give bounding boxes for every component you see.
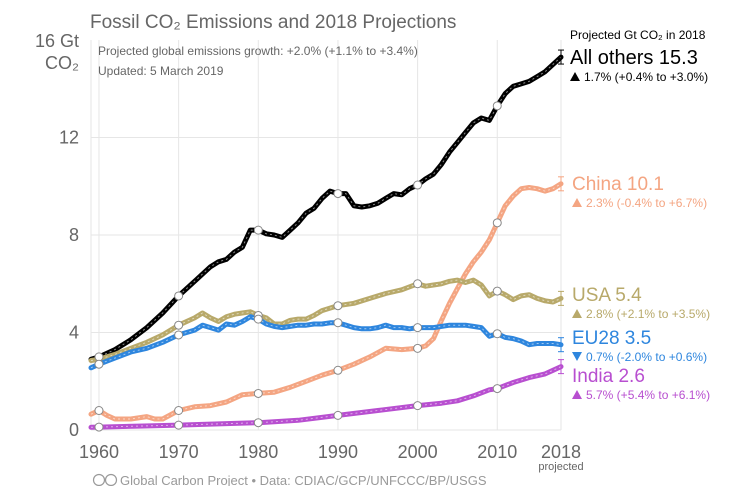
series-labels: All others 15.31.7% (+0.4% to +3.0%) Chin… bbox=[570, 47, 710, 402]
data-point-marker bbox=[333, 318, 343, 328]
data-point-marker bbox=[94, 422, 104, 432]
series-growth-label: 1.7% (+0.4% to +3.0%) bbox=[584, 70, 708, 84]
x-tick-label: 1960 bbox=[79, 442, 119, 462]
series-line bbox=[88, 54, 564, 362]
series-line-highlight bbox=[90, 366, 562, 428]
series-line-highlight bbox=[90, 183, 562, 420]
footer: Global Carbon Project • Data: CDIAC/GCP/… bbox=[92, 473, 487, 486]
triangle-up-icon bbox=[570, 72, 580, 81]
triangle-up-icon bbox=[572, 390, 582, 399]
series-line bbox=[88, 277, 564, 363]
series-growth-label: 2.8% (+2.1% to +3.5%) bbox=[586, 307, 710, 321]
y-axis-label-line1: 16 Gt bbox=[35, 31, 79, 51]
data-point-marker bbox=[174, 330, 184, 340]
data-point-marker bbox=[253, 314, 263, 324]
data-point-marker bbox=[492, 101, 502, 111]
series-markers bbox=[94, 101, 502, 432]
data-point-marker bbox=[174, 420, 184, 430]
data-point-marker bbox=[253, 225, 263, 235]
x-axis-projected-label: projected bbox=[538, 461, 583, 473]
triangle-up-icon bbox=[572, 309, 582, 318]
data-point-marker bbox=[253, 418, 263, 428]
data-point-marker bbox=[413, 401, 423, 411]
data-point-marker bbox=[492, 329, 502, 339]
series-label: USA 5.4 bbox=[572, 285, 642, 306]
data-point-marker bbox=[94, 352, 104, 362]
series-growth-label: 2.3% (-0.4% to +6.7%) bbox=[586, 196, 707, 210]
series-line-highlight bbox=[90, 279, 562, 361]
data-point-marker bbox=[174, 406, 184, 415]
data-point-marker bbox=[333, 189, 343, 199]
data-point-marker bbox=[333, 410, 343, 420]
data-point-marker bbox=[253, 388, 263, 398]
series-growth-label: 0.7% (-2.0% to +0.6%) bbox=[586, 350, 707, 364]
series-line bbox=[88, 181, 564, 422]
y-tick-label: 0 bbox=[69, 420, 79, 440]
y-tick-label: 4 bbox=[69, 323, 79, 343]
footer-credit: Global Carbon Project • Data: CDIAC/GCP/… bbox=[120, 473, 487, 486]
x-tick-label: 2000 bbox=[398, 442, 438, 462]
data-point-marker bbox=[413, 180, 423, 190]
data-point-marker bbox=[333, 365, 343, 375]
data-point-marker bbox=[492, 286, 502, 296]
x-tick-label: 1980 bbox=[238, 442, 278, 462]
series-label: All others 15.3 bbox=[570, 47, 698, 69]
y-axis-label-line2: CO₂ bbox=[45, 53, 79, 73]
triangle-down-icon bbox=[572, 352, 582, 361]
y-tick-label: 12 bbox=[59, 128, 79, 148]
data-point-marker bbox=[94, 359, 104, 369]
x-tick-label: 1970 bbox=[159, 442, 199, 462]
subtitle-updated: Updated: 5 March 2019 bbox=[98, 64, 224, 78]
chart-title: Fossil CO₂ Emissions and 2018 Projection… bbox=[90, 12, 456, 33]
creative-commons-icon bbox=[92, 473, 118, 486]
x-axis-ticks: 1960 1970 1980 1990 2000 2010 2018 bbox=[79, 442, 581, 462]
series-lines bbox=[88, 54, 564, 430]
x-tick-label: 1990 bbox=[318, 442, 358, 462]
subtitle-growth: Projected global emissions growth: +2.0%… bbox=[98, 44, 418, 58]
y-tick-label: 8 bbox=[69, 225, 79, 245]
x-tick-label: 2010 bbox=[477, 442, 517, 462]
data-point-marker bbox=[492, 384, 502, 394]
data-point-marker bbox=[94, 406, 104, 415]
data-point-marker bbox=[413, 343, 423, 353]
data-point-marker bbox=[413, 323, 423, 333]
legend-header: Projected Gt CO₂ in 2018 bbox=[570, 28, 706, 42]
y-axis-ticks: 0 4 8 12 bbox=[59, 128, 79, 441]
data-point-marker bbox=[492, 218, 502, 228]
series-line-highlight bbox=[90, 56, 562, 360]
x-tick-label: 2018 bbox=[541, 442, 581, 462]
data-point-marker bbox=[413, 279, 423, 289]
data-point-marker bbox=[174, 320, 184, 330]
triangle-up-icon bbox=[572, 198, 582, 207]
data-point-marker bbox=[333, 301, 343, 311]
series-label: China 10.1 bbox=[572, 174, 664, 195]
series-growth-label: 5.7% (+5.4% to +6.1%) bbox=[586, 388, 710, 402]
data-point-marker bbox=[174, 291, 184, 301]
uncertainty-bars bbox=[558, 49, 564, 375]
series-label: EU28 3.5 bbox=[572, 328, 651, 349]
series-label: India 2.6 bbox=[572, 366, 645, 387]
